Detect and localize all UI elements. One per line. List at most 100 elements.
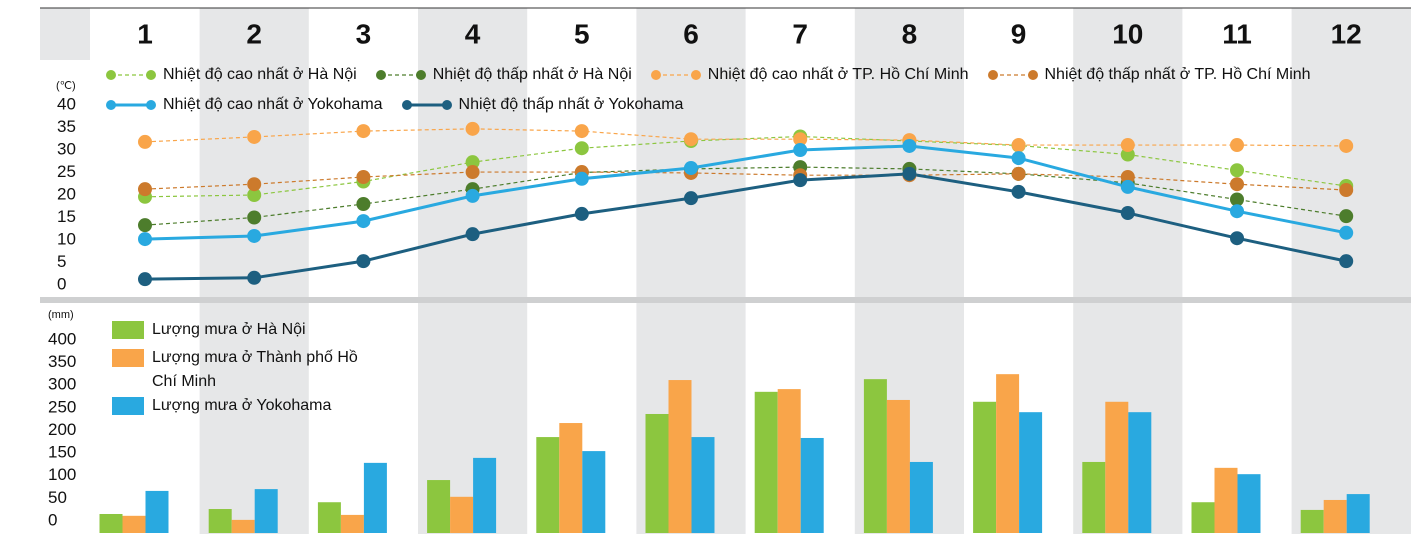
point [902,139,916,153]
legend-symbol [650,68,702,82]
bar [209,509,232,533]
y-tick-label: 250 [48,397,76,416]
y-tick-label: 50 [48,488,67,507]
bar [100,514,123,533]
y-tick-label: 0 [48,510,57,529]
x-tick-label: 9 [1011,18,1027,49]
legend-label: Nhiệt độ thấp nhất ở TP. Hồ Chí Minh [1045,66,1311,84]
bar [255,489,278,533]
y-unit-label: (mm) [48,309,74,321]
bar [146,491,169,533]
y-tick-label: 25 [57,162,76,181]
legend-item: Nhiệt độ thấp nhất ở TP. Hồ Chí Minh [987,60,1311,90]
point [1121,206,1135,220]
legend-dot [146,70,156,80]
bar [536,437,559,533]
x-tick-label: 5 [574,18,590,49]
bar [1238,474,1261,533]
bar [318,502,341,533]
bar [1301,510,1324,533]
legend-item: Lượng mưa ở Yokohama [112,394,367,422]
x-tick-label: 10 [1112,18,1143,49]
y-tick-label: 20 [57,184,76,203]
legend-label: Lượng mưa ở Hà Nội [152,318,367,342]
point [1339,226,1353,240]
point [1339,209,1353,223]
legend-label: Nhiệt độ thấp nhất ở Hà Nội [433,66,632,84]
x-tick-label: 7 [792,18,808,49]
point [902,167,916,181]
legend-symbol [375,68,427,82]
legend-dot [651,70,661,80]
bar [692,437,715,533]
legend-symbol [401,98,453,112]
bar [801,438,824,533]
point [1230,138,1244,152]
legend-label: Nhiệt độ thấp nhất ở Yokohama [459,96,684,114]
y-unit-label: (℃) [56,80,76,92]
legend-dot [106,70,116,80]
point [1012,138,1026,152]
legend-dot [988,70,998,80]
bar [1192,502,1215,533]
point [247,130,261,144]
legend-item: Lượng mưa ở Hà Nội [112,318,367,346]
point [247,229,261,243]
legend-dot [402,100,412,110]
point [1121,138,1135,152]
point [356,197,370,211]
point [575,207,589,221]
point [1012,151,1026,165]
legend-dot [106,100,116,110]
legend-item: Nhiệt độ cao nhất ở Hà Nội [105,60,357,90]
legend: Lượng mưa ở Hà Nội Lượng mưa ở Thành phố … [112,318,372,422]
legend-item: Nhiệt độ thấp nhất ở Yokohama [401,90,684,120]
point [575,124,589,138]
legend-item: Nhiệt độ thấp nhất ở Hà Nội [375,60,632,90]
legend-symbol [105,68,157,82]
x-tick-label: 11 [1222,18,1252,49]
point [793,173,807,187]
point [138,218,152,232]
page: (℃) (mm) 1234567891011120510152025303540… [0,0,1411,534]
x-tick-label: 6 [683,18,699,49]
legend-item: Lượng mưa ở Thành phố Hồ Chí Minh [112,346,367,394]
bar [1082,462,1105,533]
legend-dot [1028,70,1038,80]
y-tick-label: 40 [57,94,76,113]
bar [427,480,450,533]
point [575,141,589,155]
bar [123,516,146,533]
legend-dot [691,70,701,80]
point [684,161,698,175]
point [466,227,480,241]
point [356,124,370,138]
y-tick-label: 0 [57,274,66,293]
bar [473,458,496,533]
legend-swatch [112,397,144,415]
legend-label: Nhiệt độ cao nhất ở TP. Hồ Chí Minh [708,66,969,84]
legend-swatch [112,321,144,339]
point [575,172,589,186]
point [1012,167,1026,181]
x-tick-label: 1 [137,18,153,49]
legend-symbol [987,68,1039,82]
panel-separator [40,297,1411,303]
legend-label: Nhiệt độ cao nhất ở Yokohama [163,96,383,114]
legend-label: Lượng mưa ở Yokohama [152,394,367,418]
y-tick-label: 300 [48,375,76,394]
legend-symbol [105,98,157,112]
point [466,165,480,179]
y-tick-label: 10 [57,229,76,248]
point [793,143,807,157]
bar [887,400,910,533]
point [1339,139,1353,153]
legend-item: Nhiệt độ cao nhất ở TP. Hồ Chí Minh [650,60,969,90]
legend-dot [146,100,156,110]
point [1230,231,1244,245]
y-tick-label: 30 [57,139,76,158]
bar [973,402,996,533]
point [1230,204,1244,218]
bar [450,497,473,533]
bar [1105,402,1128,533]
